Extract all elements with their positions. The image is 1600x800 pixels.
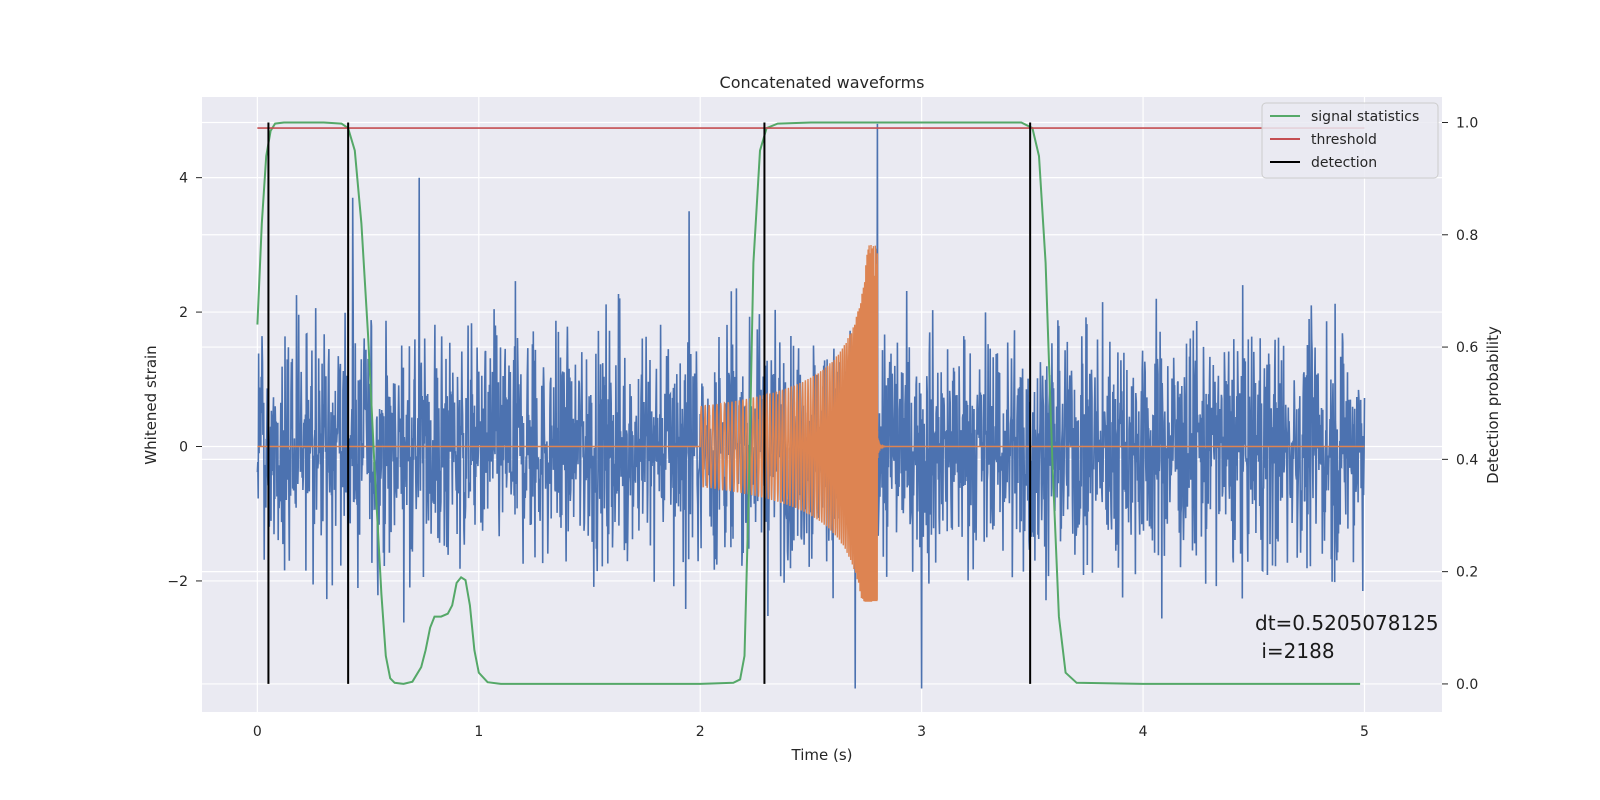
- y-right-tick-label: 0.4: [1456, 452, 1478, 468]
- x-tick-label: 4: [1139, 724, 1148, 740]
- y-axis-label: Whitened strain: [142, 345, 160, 464]
- y-tick-label: 0: [179, 440, 188, 456]
- chart-title: Concatenated waveforms: [720, 73, 925, 92]
- x-tick-label: 3: [917, 724, 926, 740]
- annotation-dt: dt=0.5205078125: [1255, 611, 1439, 635]
- y-right-tick-label: 0.6: [1456, 340, 1478, 356]
- legend-label-threshold: threshold: [1311, 132, 1377, 148]
- injection-series-line: [257, 244, 1365, 602]
- y-right-tick-label: 0.2: [1456, 565, 1478, 581]
- annotation-i: i=2188: [1255, 639, 1335, 663]
- series-layer: [256, 121, 1366, 689]
- signal-statistics-line: [256, 121, 1361, 685]
- y-tick-label: −2: [167, 574, 188, 590]
- legend-label-detection: detection: [1311, 155, 1377, 171]
- legend: signal statistics threshold detection: [1261, 102, 1439, 179]
- y-right-tick-label: 0.0: [1456, 677, 1478, 693]
- x-tick-label: 1: [474, 724, 483, 740]
- legend-box: [1261, 102, 1439, 179]
- x-tick-label: 2: [696, 724, 705, 740]
- x-tick-label: 0: [253, 724, 262, 740]
- y-right-tick-label: 1.0: [1456, 115, 1478, 131]
- ticks-layer: 0 1 2 3 4 5 −2 0 2 4 0.0 0.2 0.4 0.6 0.8 1.0: [167, 115, 1478, 740]
- strain-series-line: [256, 123, 1366, 689]
- x-axis-label: Time (s): [791, 746, 853, 764]
- y-axis-right-label: Detection probability: [1484, 326, 1502, 484]
- y-tick-label: 4: [179, 171, 188, 187]
- x-tick-label: 5: [1360, 724, 1369, 740]
- legend-label-signal-statistics: signal statistics: [1311, 109, 1419, 125]
- y-right-tick-label: 0.8: [1456, 228, 1478, 244]
- y-tick-label: 2: [179, 305, 188, 321]
